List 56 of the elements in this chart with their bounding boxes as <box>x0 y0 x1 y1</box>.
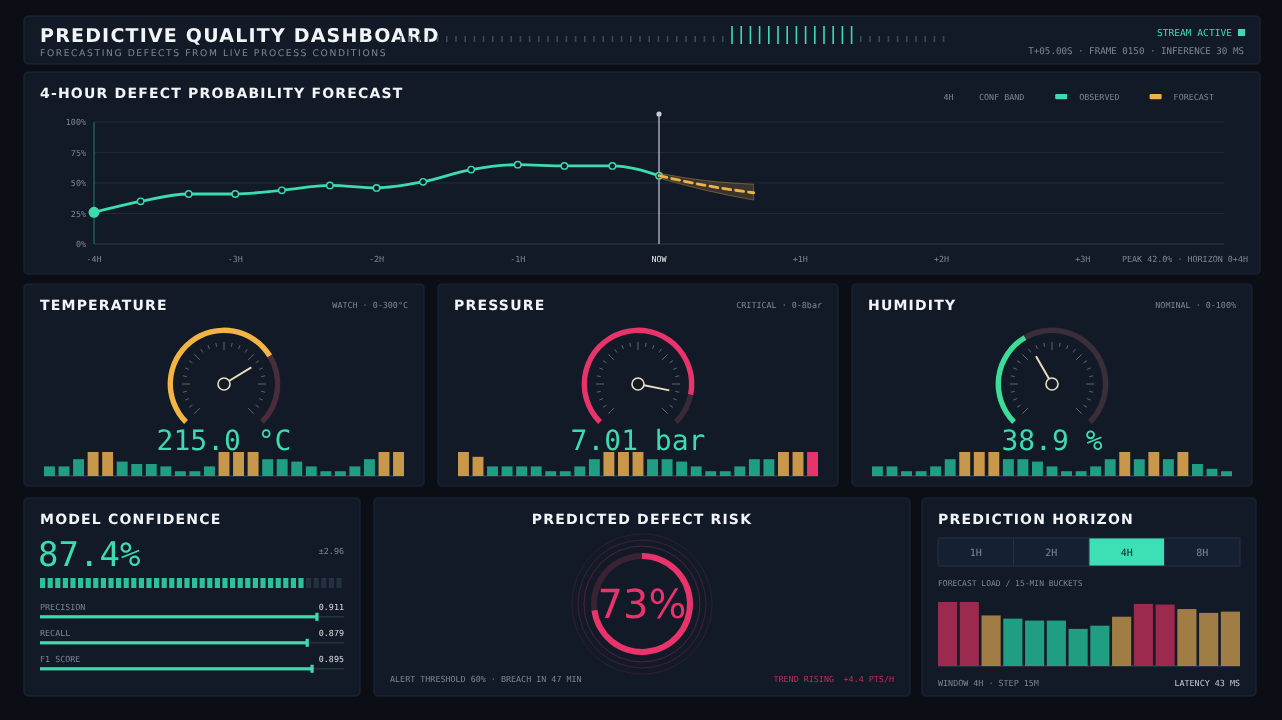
bar <box>378 452 390 476</box>
bar <box>1192 464 1203 476</box>
point <box>608 162 617 170</box>
bar <box>886 466 898 476</box>
bar <box>44 466 55 476</box>
bar <box>1148 452 1160 476</box>
point <box>231 190 240 198</box>
bar <box>1104 459 1116 476</box>
bar <box>247 452 259 476</box>
point <box>372 183 381 192</box>
bar <box>364 459 375 476</box>
point <box>136 197 145 206</box>
bar <box>792 452 804 476</box>
bar <box>618 452 629 476</box>
bar <box>393 452 404 476</box>
bar <box>58 466 70 476</box>
text: PREDICTIVE QUALITY DASHBOARD <box>40 26 440 48</box>
bar <box>1112 616 1132 666</box>
point <box>184 190 193 198</box>
bar <box>262 459 274 476</box>
bar <box>647 459 658 476</box>
point <box>88 206 100 218</box>
bar <box>204 466 215 476</box>
bar <box>944 459 956 476</box>
bar <box>218 452 230 476</box>
bar <box>603 452 615 476</box>
point <box>560 162 569 170</box>
annotation: 38.9 % <box>1001 426 1104 458</box>
annotation: 7.01 bar <box>570 426 706 458</box>
bar <box>1119 452 1131 476</box>
bar <box>588 459 600 476</box>
bar <box>1177 452 1189 476</box>
bar <box>1162 459 1174 476</box>
donut-slice <box>591 553 693 655</box>
annotation: 215.0 °C <box>156 426 292 458</box>
text: 87.4% <box>38 536 141 576</box>
bar <box>981 615 1001 666</box>
bar <box>778 452 789 476</box>
data-label: 73% <box>597 580 687 628</box>
point <box>467 165 476 174</box>
bar <box>1032 461 1043 476</box>
bar <box>1133 459 1145 476</box>
point <box>419 177 428 186</box>
point <box>513 160 522 169</box>
bar <box>807 452 818 476</box>
bar <box>632 452 644 476</box>
bar <box>73 459 84 476</box>
bar <box>233 452 244 476</box>
bar <box>872 466 883 476</box>
point <box>325 181 334 190</box>
bar <box>1046 466 1058 476</box>
bar <box>487 466 498 476</box>
bar <box>472 456 484 476</box>
point <box>277 186 286 195</box>
bar <box>959 452 971 476</box>
bar <box>458 452 469 476</box>
